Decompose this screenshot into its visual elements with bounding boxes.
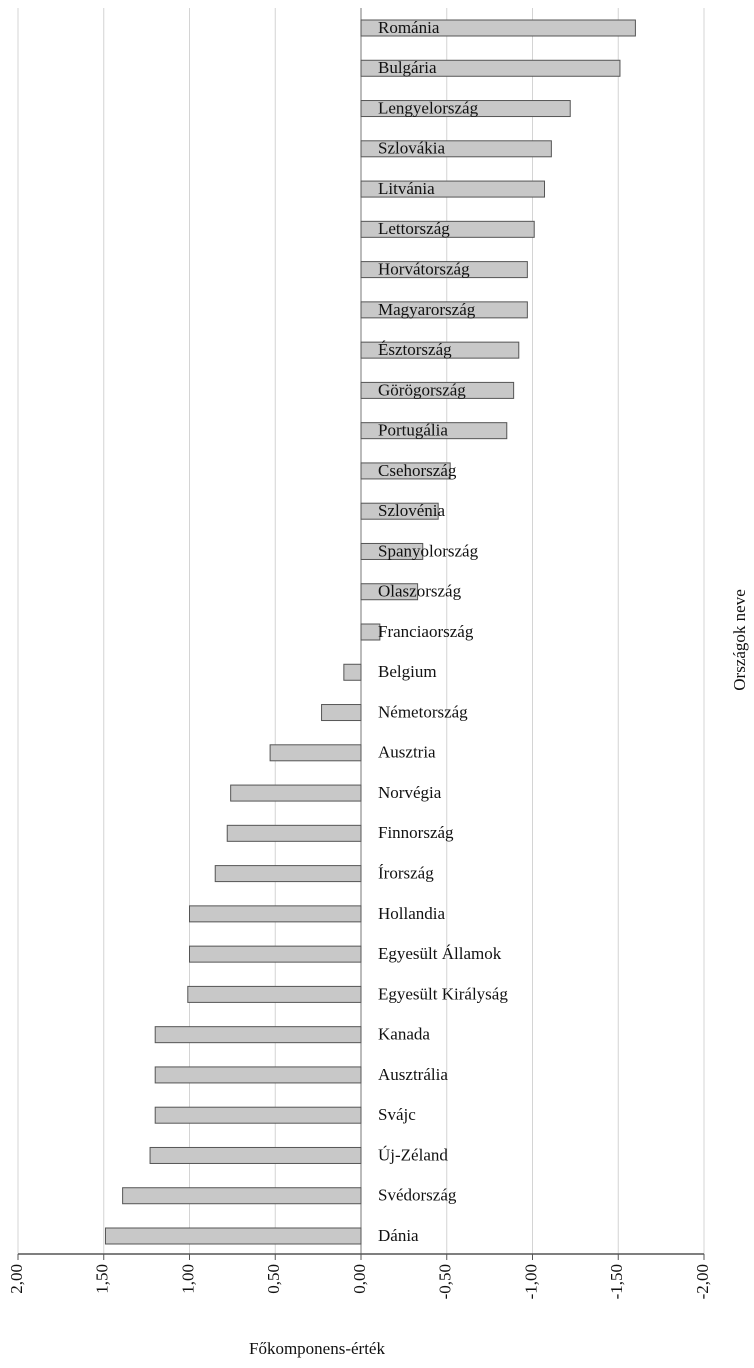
- category-label: Észtország: [378, 340, 452, 359]
- category-label: Írország: [378, 864, 434, 883]
- bar: [360, 19, 636, 37]
- category-label: Szlovákia: [378, 139, 445, 158]
- category-label: Svájc: [378, 1105, 416, 1124]
- category-label: Ausztria: [378, 743, 436, 762]
- bar: [343, 663, 362, 681]
- category-label: Szlovénia: [378, 501, 445, 520]
- bar: [360, 220, 535, 238]
- bar: [154, 1026, 362, 1044]
- category-label: Norvégia: [378, 783, 442, 802]
- x-tick-label: -0,50: [436, 1264, 455, 1299]
- bar: [104, 1227, 362, 1245]
- bar: [360, 301, 528, 319]
- category-label: Görögország: [378, 380, 466, 399]
- bar: [122, 1187, 362, 1205]
- x-tick-label: 0,50: [264, 1264, 283, 1294]
- category-label: Bulgária: [378, 58, 437, 77]
- bar: [230, 784, 362, 802]
- bar: [189, 945, 362, 963]
- x-tick-label: 1,50: [93, 1264, 112, 1294]
- category-label: Lettország: [378, 219, 450, 238]
- x-tick-label: 1,00: [178, 1264, 197, 1294]
- bar: [149, 1146, 362, 1164]
- category-label: Magyarország: [378, 300, 476, 319]
- category-label: Németország: [378, 702, 468, 721]
- bar: [360, 180, 546, 198]
- category-label: Olaszország: [378, 582, 462, 601]
- bar: [360, 140, 552, 158]
- bar: [269, 744, 362, 762]
- category-label: Svédország: [378, 1186, 457, 1205]
- category-label: Portugália: [378, 421, 448, 440]
- category-label: Hollandia: [378, 904, 445, 923]
- bar: [360, 623, 381, 641]
- bar: [187, 985, 362, 1003]
- category-label: Horvátország: [378, 260, 470, 279]
- category-label: Csehország: [378, 461, 457, 480]
- category-label: Spanyolország: [378, 541, 479, 560]
- category-label: Egyesült Államok: [378, 944, 502, 963]
- category-label: Dánia: [378, 1226, 419, 1245]
- category-label: Új-Zéland: [378, 1145, 448, 1164]
- bar: [360, 100, 571, 118]
- category-label: Finnország: [378, 823, 454, 842]
- bar: [154, 1066, 362, 1084]
- bar: [226, 824, 362, 842]
- x-tick-label: -1,00: [521, 1264, 540, 1299]
- x-tick-label: -2,00: [693, 1264, 712, 1299]
- bar: [360, 381, 515, 399]
- bar: [360, 583, 419, 601]
- y-axis-title: Országok neve: [730, 589, 749, 691]
- bar: [360, 502, 439, 520]
- category-label: Románia: [378, 18, 440, 37]
- x-tick-label: 0,00: [350, 1264, 369, 1294]
- category-label: Kanada: [378, 1025, 430, 1044]
- bar: [360, 59, 621, 77]
- x-tick-label: 2,00: [7, 1264, 26, 1294]
- category-label: Lengyelország: [378, 98, 479, 117]
- category-label: Franciaország: [378, 622, 474, 641]
- bar: [214, 865, 362, 883]
- category-label: Ausztrália: [378, 1065, 448, 1084]
- category-label: Litvánia: [378, 179, 435, 198]
- category-label: Belgium: [378, 662, 437, 681]
- x-tick-label: -1,50: [607, 1264, 626, 1299]
- bar: [360, 341, 520, 359]
- bar: [360, 462, 451, 480]
- bar: [321, 704, 362, 722]
- bar: [360, 261, 528, 279]
- bar: [154, 1106, 362, 1124]
- x-axis-title: Főkomponens-érték: [249, 1339, 385, 1358]
- category-label: Egyesült Királyság: [378, 984, 508, 1003]
- bar: [360, 422, 508, 440]
- bar: [189, 905, 362, 923]
- bar: [360, 542, 424, 560]
